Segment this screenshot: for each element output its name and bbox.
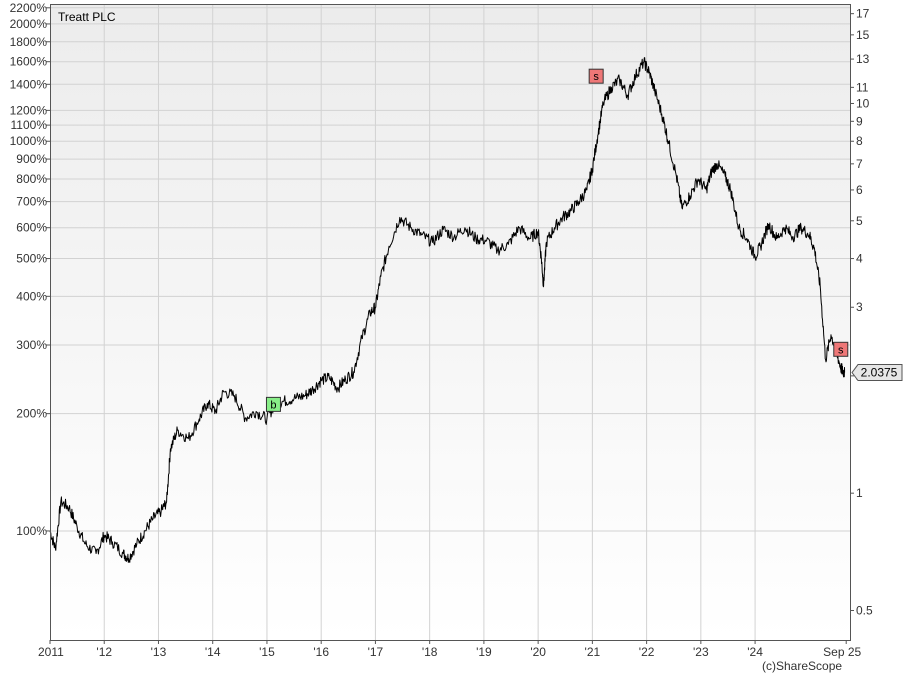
trade-markers: b s s: [265, 68, 849, 412]
x-tick-label: 2011: [38, 645, 64, 659]
x-tick-label: '15: [259, 645, 275, 659]
right-tick-label: 15: [856, 28, 870, 42]
price-line: [49, 57, 846, 563]
left-tick-label: 2000%: [10, 17, 48, 31]
left-tick-label: 600%: [16, 221, 47, 235]
chart-title: Treatt PLC: [58, 10, 116, 24]
x-tick-label: '17: [368, 645, 384, 659]
left-tick-label: 500%: [16, 252, 47, 266]
right-tick-label: 10: [856, 96, 870, 110]
right-tick-label: 7: [856, 157, 863, 171]
right-tick-label: 13: [856, 52, 870, 66]
sell-marker-label: s: [838, 344, 844, 356]
left-axis: 100% 200% 300% 400% 500% 600% 700% 800% 900% 1000…: [10, 0, 50, 538]
x-tick-label: '20: [530, 645, 546, 659]
right-tick-label: 17: [856, 7, 870, 21]
x-axis: 2011 '12 '13 '14 '15 '16 '17 '18 '19 '20 '21 '22 '23…: [38, 640, 862, 659]
left-tick-label: 1100%: [11, 118, 48, 132]
sell-marker: [588, 68, 604, 84]
buy-marker-label: b: [270, 399, 276, 411]
x-tick-label: '24: [747, 645, 763, 659]
buy-marker: [265, 396, 281, 412]
last-price-value: 2.0375: [861, 366, 898, 380]
left-tick-label: 1600%: [10, 55, 48, 69]
right-tick-label: 1: [856, 486, 863, 500]
last-price-tag-box: [851, 364, 903, 382]
x-tick-label: '12: [96, 645, 112, 659]
right-tick-label: 6: [856, 183, 863, 197]
x-tick-label: '16: [313, 645, 329, 659]
left-tick-label: 200%: [16, 407, 47, 421]
left-tick-label: 300%: [16, 338, 47, 352]
x-tick-label: '13: [151, 645, 167, 659]
right-tick-label: 3: [856, 300, 863, 314]
x-tick-label: '18: [422, 645, 438, 659]
plot-background: [50, 4, 850, 640]
sell-marker: [833, 341, 849, 357]
x-tick-label: '23: [693, 645, 709, 659]
left-tick-label: 400%: [16, 289, 47, 303]
copyright-credit: (c)ShareScope: [762, 659, 842, 673]
x-tick-label: '22: [639, 645, 655, 659]
x-tick-label: Sep 25: [823, 645, 861, 659]
last-price-tag: 2.0375: [851, 364, 903, 382]
plot-border: [50, 4, 851, 641]
series-layer: [49, 57, 846, 563]
right-tick-label: 5: [856, 214, 863, 228]
right-tick-label: 9: [856, 114, 863, 128]
right-tick-label: 4: [856, 252, 863, 266]
left-tick-label: 1000%: [10, 134, 48, 148]
x-tick-label: '14: [205, 645, 221, 659]
left-tick-label: 900%: [16, 152, 47, 166]
x-tick-label: '19: [476, 645, 492, 659]
right-tick-label: 0.5: [856, 603, 873, 617]
grid-lines: [50, 4, 850, 640]
right-tick-label: 11: [856, 80, 869, 94]
right-axis: 0.51234567891011131517: [850, 7, 873, 617]
left-tick-label: 1800%: [10, 35, 48, 49]
sell-marker-label: s: [593, 71, 599, 83]
left-tick-label: 1200%: [10, 103, 48, 117]
left-tick-label: 700%: [16, 195, 47, 209]
x-tick-label: '21: [585, 645, 601, 659]
left-tick-label: 1400%: [10, 77, 48, 91]
left-tick-label: 100%: [16, 524, 47, 538]
left-tick-label: 2200%: [10, 1, 48, 15]
left-tick-label: 800%: [16, 172, 47, 186]
right-tick-label: 8: [856, 134, 863, 148]
